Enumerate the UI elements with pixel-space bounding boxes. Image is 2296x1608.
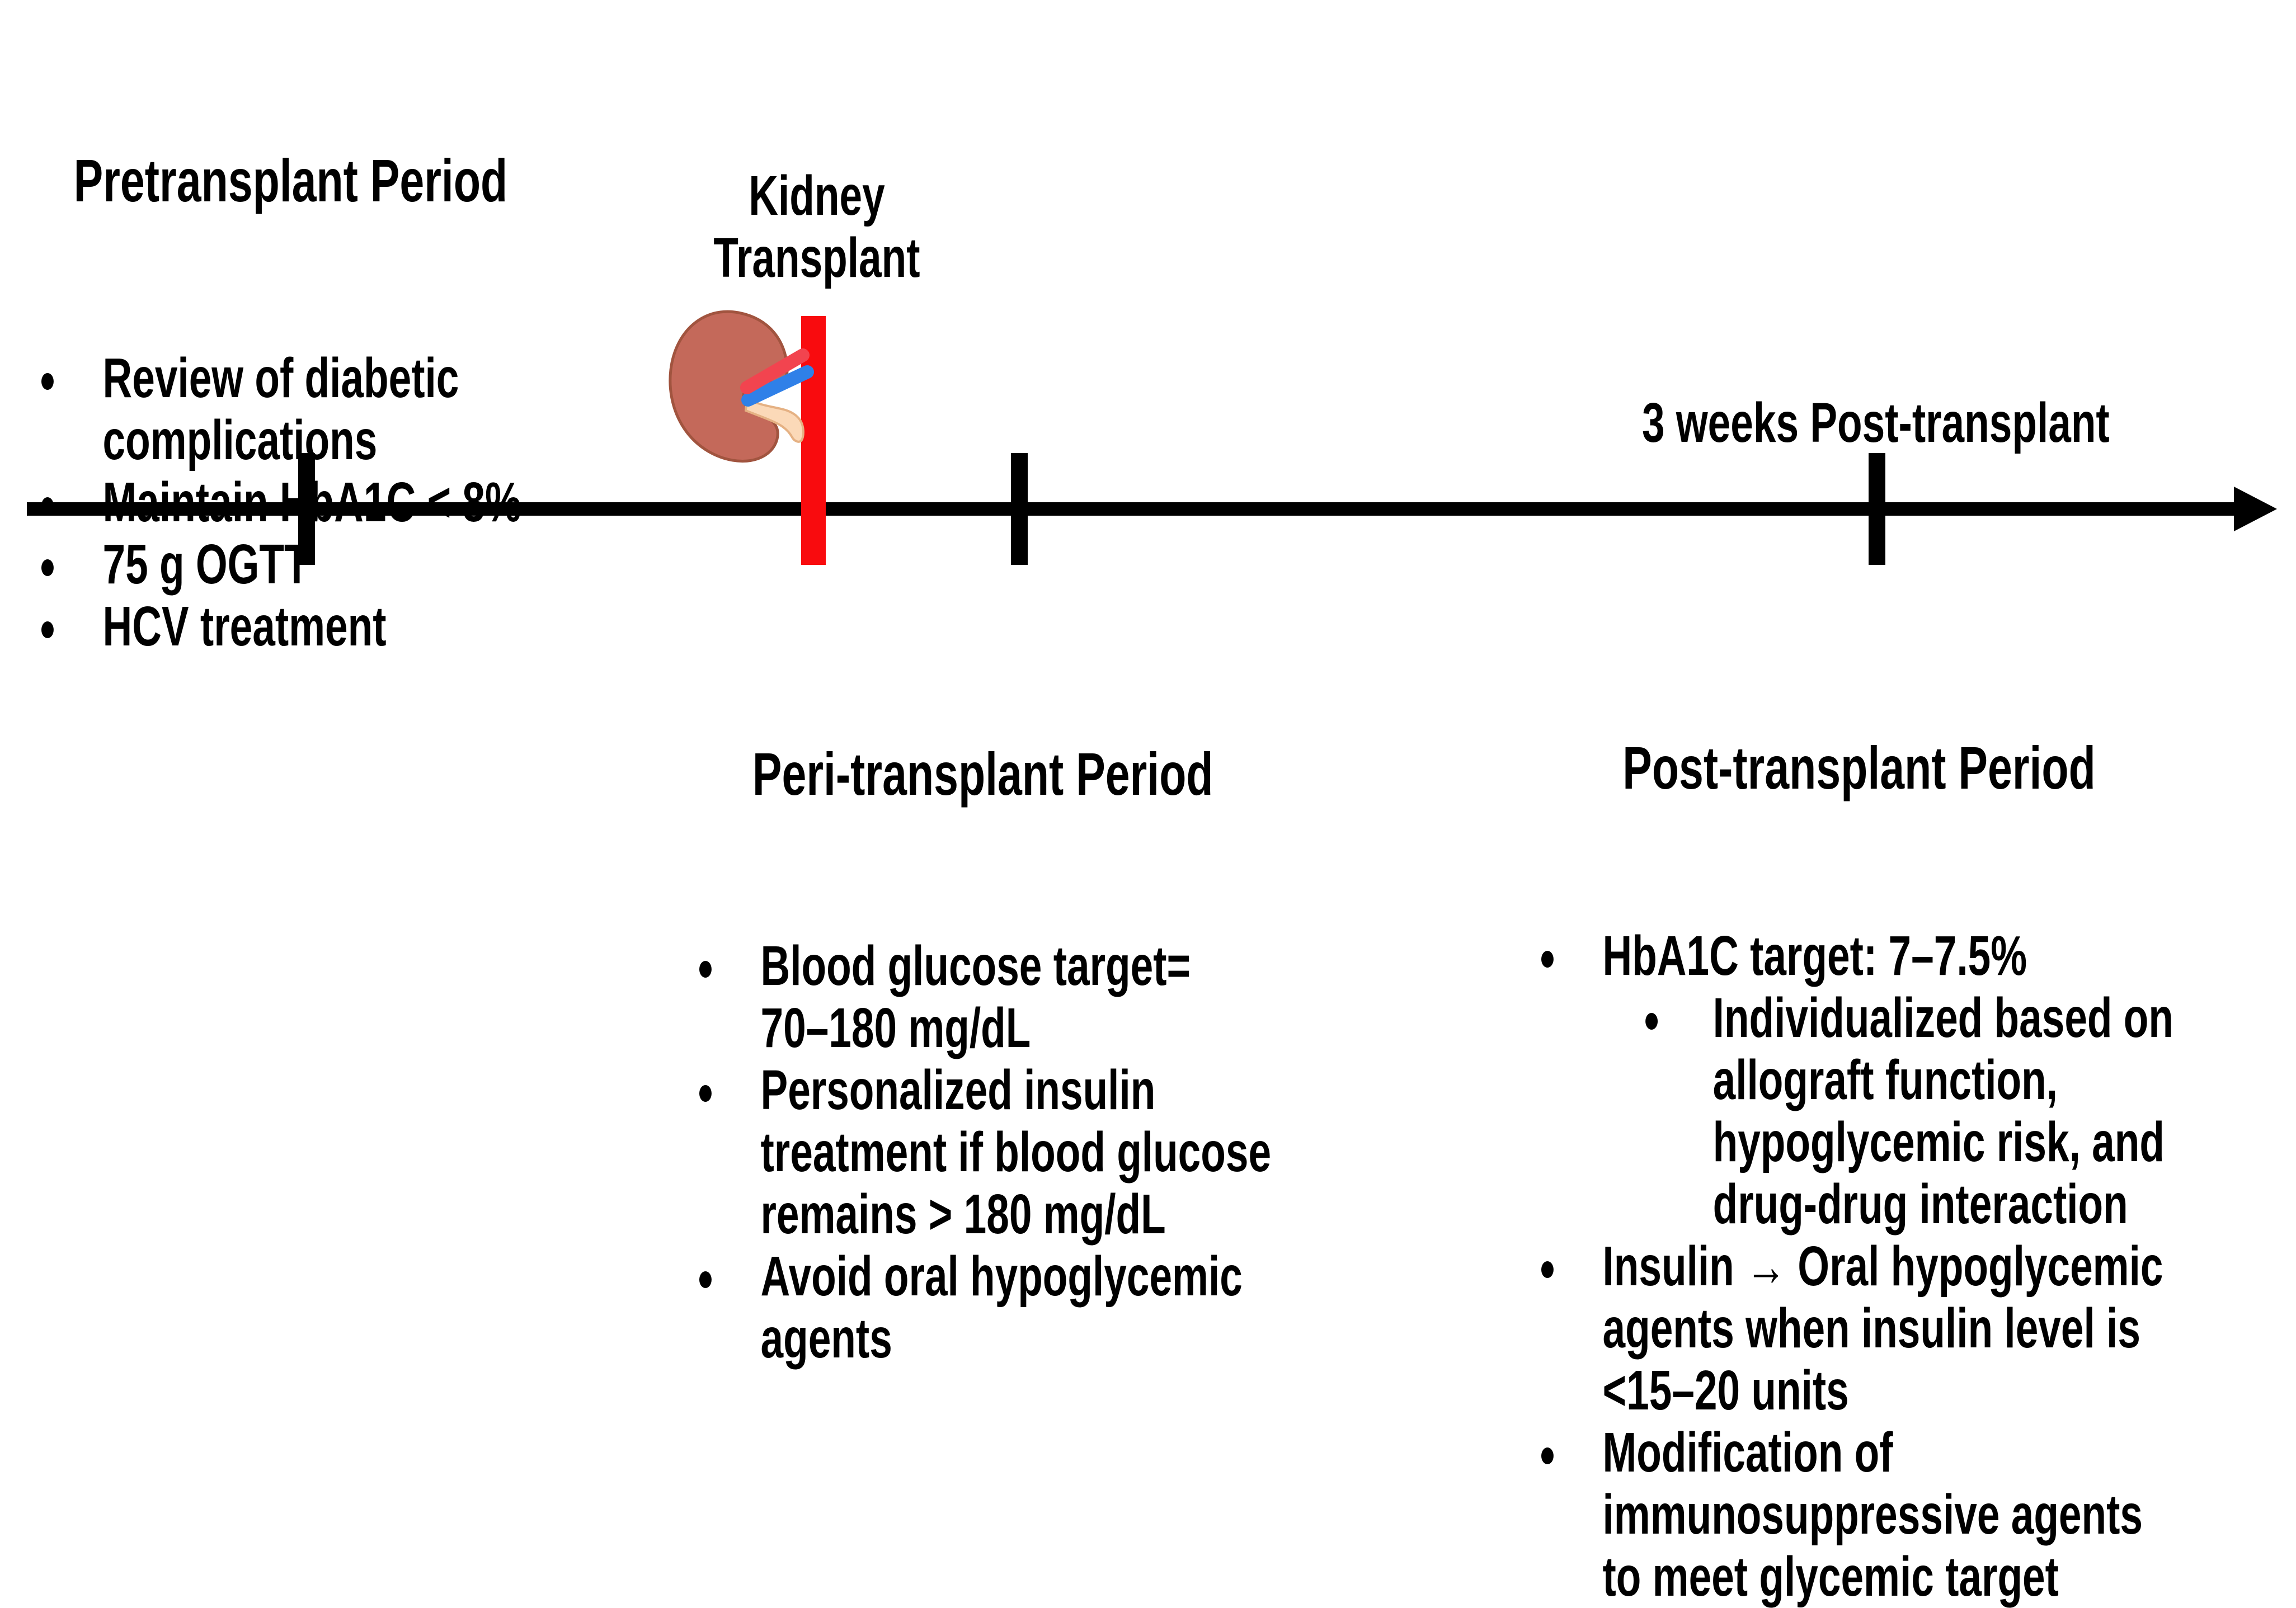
bullet-text: Insulin → Oral hypoglycemic agents when … bbox=[1602, 1235, 2163, 1422]
bullet-text: Blood glucose target= 70–180 mg/dL bbox=[760, 935, 1191, 1059]
bullet-item: Blood glucose target= 70–180 mg/dL bbox=[699, 935, 1271, 1059]
kidney-ureter bbox=[744, 397, 804, 443]
bullet-dot bbox=[41, 559, 54, 576]
bullet-item: Avoid oral hypoglycemic agents bbox=[699, 1246, 1271, 1370]
timeline-tick-peritransplant bbox=[1011, 453, 1028, 565]
bullet-text: Review of diabetic complications bbox=[102, 347, 459, 471]
section-title-posttransplant: Post-transplant Period bbox=[1622, 734, 2096, 801]
timeline-tick-pretransplant bbox=[298, 453, 315, 565]
bullet-dot bbox=[41, 373, 54, 390]
bullet-dot bbox=[1541, 1447, 1554, 1464]
bullet-item: Personalized insulin treatment if blood … bbox=[699, 1059, 1271, 1246]
bullet-item: Individualized based on allograft functi… bbox=[1541, 987, 2173, 1236]
timeline-axis bbox=[27, 502, 2236, 516]
bullet-item: HbA1C target: 7–7.5% bbox=[1541, 925, 2173, 987]
bullet-dot bbox=[1541, 951, 1554, 968]
bullet-text: Personalized insulin treatment if blood … bbox=[760, 1059, 1272, 1246]
bullet-dot bbox=[699, 1271, 712, 1288]
section-title-peritransplant: Peri-transplant Period bbox=[752, 740, 1213, 808]
bullet-dot bbox=[41, 497, 54, 514]
bullet-text: HbA1C target: 7–7.5% bbox=[1602, 925, 2027, 987]
bullet-text: Modification of immunosuppressive agents… bbox=[1602, 1421, 2143, 1608]
bullet-text: Maintain HbA1C < 8% bbox=[102, 471, 521, 534]
bullet-text: 75 g OGTT bbox=[102, 533, 309, 596]
bullet-dot bbox=[1541, 1261, 1554, 1278]
bullet-dot bbox=[41, 621, 54, 638]
section-posttransplant: Post-transplant Period HbA1C target: 7–7… bbox=[1541, 612, 2173, 1608]
kidney-transplant-label: Kidney Transplant bbox=[713, 164, 920, 289]
section-title-pretransplant: Pretransplant Period bbox=[73, 147, 508, 214]
kidney-icon bbox=[669, 310, 814, 463]
bullet-item: Review of diabetic complications bbox=[41, 347, 521, 471]
bullet-item: 75 g OGTT bbox=[41, 534, 521, 596]
timeline-arrowhead-icon bbox=[2234, 487, 2277, 531]
section-peritransplant: Peri-transplant Period Blood glucose tar… bbox=[699, 619, 1271, 1370]
bullet-text: HCV treatment bbox=[102, 595, 387, 658]
bullet-dot bbox=[699, 1085, 712, 1102]
bullet-text: Avoid oral hypoglycemic agents bbox=[760, 1245, 1243, 1370]
section-pretransplant: Pretransplant Period Review of diabetic … bbox=[41, 25, 521, 658]
kidney-artery bbox=[740, 348, 810, 394]
bullet-dot bbox=[1645, 1013, 1658, 1030]
bullet-item: Insulin → Oral hypoglycemic agents when … bbox=[1541, 1236, 2173, 1422]
bullet-text: Individualized based on allograft functi… bbox=[1712, 987, 2173, 1236]
bullet-dot bbox=[699, 961, 712, 978]
bullet-item: Modification of immunosuppressive agents… bbox=[1541, 1422, 2173, 1608]
kidney-vein bbox=[741, 365, 814, 407]
three-weeks-post-transplant-label: 3 weeks Post-transplant bbox=[1642, 392, 2110, 454]
timeline-tick-3weeks bbox=[1869, 453, 1885, 565]
figure-canvas: Kidney Transplant 3 weeks Post-transplan… bbox=[27, 25, 2277, 1608]
bullet-item: HCV treatment bbox=[41, 596, 521, 658]
bullet-item: Maintain HbA1C < 8% bbox=[41, 471, 521, 534]
